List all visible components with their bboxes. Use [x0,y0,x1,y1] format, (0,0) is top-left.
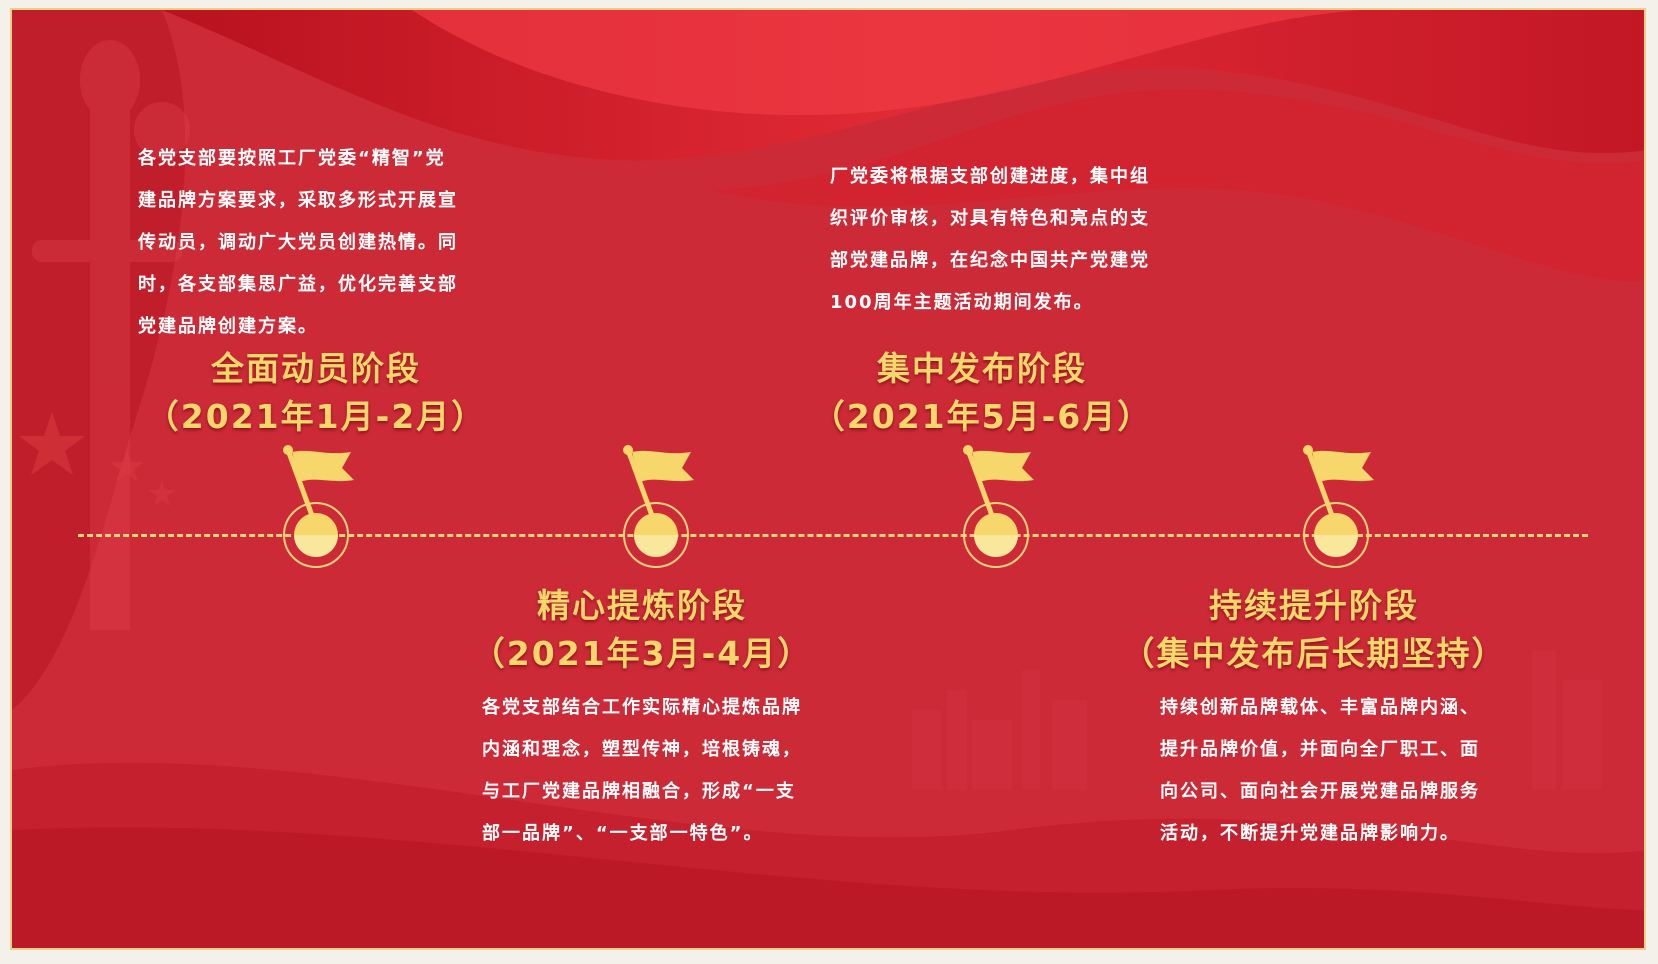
desc-line: 各党支部要按照工厂党委“精智”党 [138,148,446,169]
stage-title: 集中发布阶段 [877,349,1087,388]
desc-line: 建品牌方案要求，采取多形式开展宣 [138,190,458,211]
desc-line: 厂党委将根据支部创建进度，集中组 [830,166,1150,187]
desc-line: 传动员，调动广大党员创建热情。同 [138,232,458,253]
stage-period: （集中发布后长期坚持） [1121,634,1507,673]
stage-1-title: 全面动员阶段 （2021年1月-2月） [86,345,546,441]
desc-line: 内涵和理念，塑型传神，培根铸魂， [482,739,802,760]
flag-marker-icon [963,445,1034,568]
desc-line: 与工厂党建品牌相融合，形成“一支 [482,781,796,802]
flag-marker-icon [1303,445,1374,568]
stage-2-title: 精心提炼阶段 （2021年3月-4月） [412,582,872,678]
desc-line: 向公司、面向社会开展党建品牌服务 [1160,781,1480,802]
desc-line: 100周年主题活动期间发布。 [830,292,1094,313]
flag-marker-icon [283,445,354,568]
desc-line: 活动，不断提升党建品牌影响力。 [1160,823,1460,844]
stage-3-description: 厂党委将根据支部创建进度，集中组 织评价审核，对具有特色和亮点的支 部党建品牌，… [830,156,1150,324]
desc-line: 提升品牌价值，并面向全厂职工、面 [1160,739,1480,760]
stage-period: （2021年1月-2月） [145,397,487,436]
desc-line: 部一品牌”、“一支部一特色”。 [482,823,764,844]
stage-title: 精心提炼阶段 [537,586,747,625]
timeline-dashed-line [78,534,1588,537]
desc-line: 时，各支部集思广益，优化完善支部 [138,274,458,295]
stage-4-description: 持续创新品牌载体、丰富品牌内涵、 提升品牌价值，并面向全厂职工、面 向公司、面向… [1160,687,1480,855]
stage-title: 全面动员阶段 [211,349,421,388]
desc-line: 党建品牌创建方案。 [138,316,318,337]
desc-line: 部党建品牌，在纪念中国共产党建党 [830,250,1150,271]
flag-marker-icon [623,445,694,568]
stage-period: （2021年5月-6月） [811,397,1153,436]
desc-line: 各党支部结合工作实际精心提炼品牌 [482,697,802,718]
stage-1-description: 各党支部要按照工厂党委“精智”党 建品牌方案要求，采取多形式开展宣 传动员，调动… [138,138,458,348]
desc-line: 持续创新品牌载体、丰富品牌内涵、 [1160,697,1480,718]
stage-4-title: 持续提升阶段 （集中发布后长期坚持） [1084,582,1544,678]
stage-period: （2021年3月-4月） [471,634,813,673]
stage-3-title: 集中发布阶段 （2021年5月-6月） [752,345,1212,441]
stage-2-description: 各党支部结合工作实际精心提炼品牌 内涵和理念，塑型传神，培根铸魂， 与工厂党建品… [482,687,802,855]
slide-frame: 各党支部要按照工厂党委“精智”党 建品牌方案要求，采取多形式开展宣 传动员，调动… [10,8,1646,950]
stage-title: 持续提升阶段 [1209,586,1419,625]
desc-line: 织评价审核，对具有特色和亮点的支 [830,208,1150,229]
